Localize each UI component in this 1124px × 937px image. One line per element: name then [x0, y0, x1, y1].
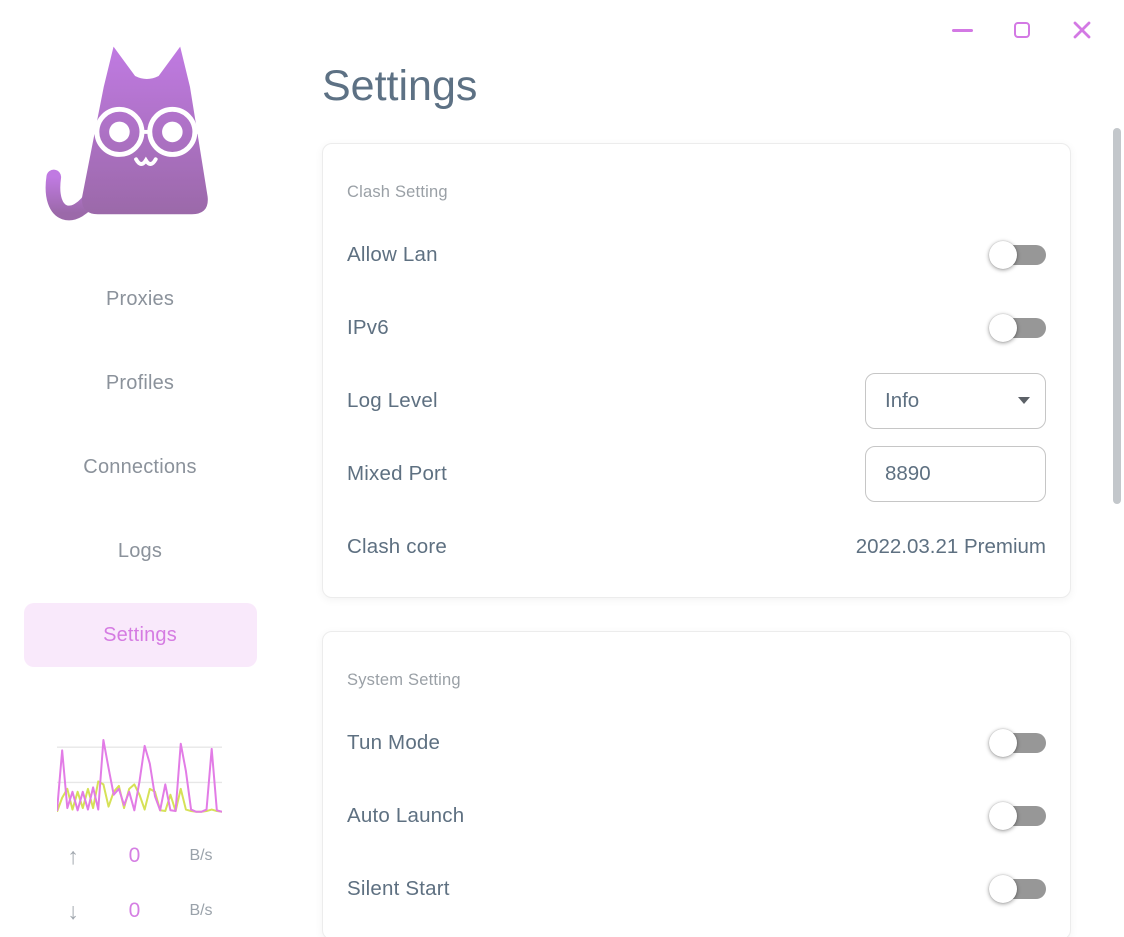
minimize-button[interactable] [942, 16, 982, 44]
page-title: Settings [322, 62, 478, 110]
sidebar-item-profiles[interactable]: Profiles [105, 371, 175, 394]
setting-row-clash-core: Clash core 2022.03.21 Premium [347, 510, 1046, 583]
card-system-setting: System Setting Tun Mode Auto Launch Silent … [322, 631, 1071, 937]
close-icon [1073, 21, 1091, 39]
card-header: Clash Setting [347, 183, 448, 201]
settings-cards: Clash Setting Allow Lan IPv6 Log Level Info M… [322, 143, 1071, 937]
card-clash-setting: Clash Setting Allow Lan IPv6 Log Level Info M… [322, 143, 1071, 598]
sidebar-nav: Proxies Profiles Connections Logs Settings [0, 267, 280, 667]
ipv6-switch[interactable] [989, 313, 1046, 342]
row-label: Auto Launch [347, 803, 465, 827]
sidebar-item-settings[interactable]: Settings [23, 603, 257, 667]
sidebar-item-logs[interactable]: Logs [117, 539, 163, 562]
window-controls [942, 16, 1102, 44]
upload-unit: B/s [189, 847, 213, 864]
setting-row-log-level: Log Level Info [347, 364, 1046, 437]
mixed-port-input[interactable] [865, 445, 1046, 502]
log-level-select-value: Info [885, 388, 920, 412]
setting-row-mixed-port: Mixed Port [347, 437, 1046, 510]
row-label: IPv6 [347, 315, 389, 339]
main-content: Settings Clash Setting Allow Lan IPv6 Log L… [322, 0, 1071, 937]
sidebar: Proxies Profiles Connections Logs Settings ↑… [0, 0, 280, 937]
switch-thumb [989, 801, 1017, 830]
setting-row-ipv6: IPv6 [347, 291, 1046, 364]
switch-thumb [989, 728, 1017, 757]
row-label: Silent Start [347, 876, 450, 900]
setting-row-allow-lan: Allow Lan [347, 218, 1046, 291]
tun-mode-switch[interactable] [989, 728, 1046, 757]
upload-stat: ↑ 0 B/s [57, 841, 222, 871]
row-label: Allow Lan [347, 242, 438, 266]
download-arrow-icon: ↓ [67, 897, 79, 924]
row-label: Clash core [347, 534, 447, 558]
download-unit: B/s [189, 902, 213, 919]
app-logo-cat-icon [42, 33, 238, 221]
download-value: 0 [128, 899, 141, 922]
sidebar-item-connections[interactable]: Connections [83, 455, 197, 478]
card-header: System Setting [347, 671, 461, 689]
log-level-select[interactable]: Info [865, 372, 1046, 429]
setting-row-silent-start: Silent Start [347, 852, 1046, 925]
switch-thumb [989, 313, 1017, 342]
maximize-icon [1014, 22, 1030, 38]
switch-thumb [989, 240, 1017, 269]
auto-launch-switch[interactable] [989, 801, 1046, 830]
minimize-icon [951, 28, 973, 32]
close-button[interactable] [1062, 16, 1102, 44]
row-label: Mixed Port [347, 461, 447, 485]
row-label: Tun Mode [347, 730, 441, 754]
upload-arrow-icon: ↑ [67, 842, 79, 869]
allow-lan-switch[interactable] [989, 240, 1046, 269]
scrollbar-thumb[interactable] [1113, 128, 1121, 504]
switch-thumb [989, 874, 1017, 903]
clash-core-value: 2022.03.21 Premium [855, 534, 1046, 558]
download-stat: ↓ 0 B/s [57, 896, 222, 926]
sidebar-item-proxies[interactable]: Proxies [105, 287, 175, 310]
row-label: Log Level [347, 388, 438, 412]
traffic-panel: ↑ 0 B/s ↓ 0 B/s [57, 736, 222, 926]
setting-row-tun-mode: Tun Mode [347, 706, 1046, 779]
upload-value: 0 [128, 844, 141, 867]
traffic-sparkline-chart [57, 739, 222, 813]
setting-row-auto-launch: Auto Launch [347, 779, 1046, 852]
chevron-down-icon [1018, 397, 1030, 404]
silent-start-switch[interactable] [989, 874, 1046, 903]
maximize-button[interactable] [1002, 16, 1042, 44]
